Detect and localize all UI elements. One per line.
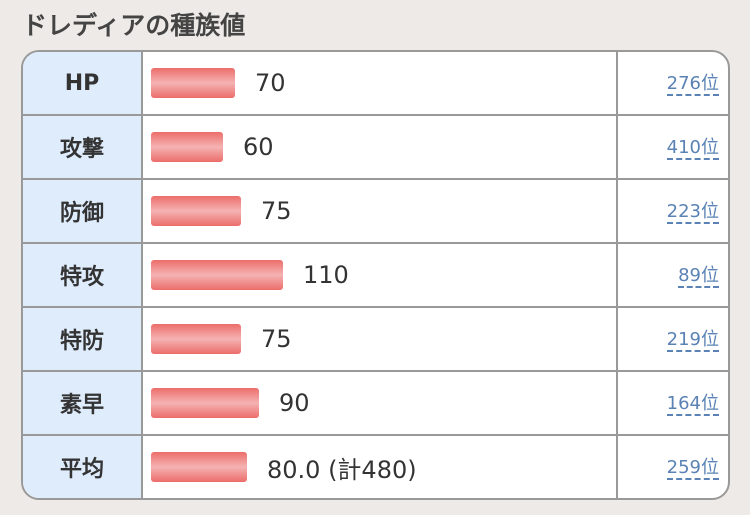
rank-link[interactable]: 164位 [666, 392, 719, 416]
stat-label: 防御 [23, 180, 143, 244]
stat-label: 攻撃 [23, 116, 143, 180]
stat-bar [151, 452, 247, 482]
rank-link[interactable]: 259位 [666, 456, 719, 480]
stat-label: 特攻 [23, 244, 143, 308]
stat-value: 75 [261, 197, 292, 225]
stat-value: 80.0 (計480) [267, 455, 417, 484]
stat-value-cell: 75 [143, 180, 618, 244]
rank-cell: 410位 [618, 116, 728, 180]
stat-value-cell: 60 [143, 116, 618, 180]
stat-value-cell: 80.0 (計480) [143, 436, 618, 498]
rank-link[interactable]: 219位 [666, 328, 719, 352]
rank-link[interactable]: 410位 [666, 136, 719, 160]
stat-bar [151, 260, 283, 290]
stat-row: 平均 80.0 (計480) 259位 [23, 436, 728, 498]
rank-link[interactable]: 89位 [678, 264, 719, 288]
stat-value-cell: 70 [143, 52, 618, 116]
base-stats-table: HP 70 276位 攻撃 60 410位 防御 75 223位 特攻 110 89位… [21, 50, 730, 500]
stat-value: 60 [243, 133, 274, 161]
page-title: ドレディアの種族値 [22, 11, 246, 40]
stat-row: 特防 75 219位 [23, 308, 728, 372]
stat-bar [151, 132, 223, 162]
stat-row: 特攻 110 89位 [23, 244, 728, 308]
stat-label: HP [23, 52, 143, 116]
stat-value-cell: 90 [143, 372, 618, 436]
stat-bar [151, 324, 241, 354]
stat-label: 素早 [23, 372, 143, 436]
stat-bar [151, 388, 259, 418]
stat-label: 特防 [23, 308, 143, 372]
stat-value: 90 [279, 389, 310, 417]
stat-row: HP 70 276位 [23, 52, 728, 116]
rank-cell: 223位 [618, 180, 728, 244]
stat-value: 110 [303, 261, 349, 289]
rank-link[interactable]: 223位 [666, 200, 719, 224]
rank-cell: 164位 [618, 372, 728, 436]
stat-value: 75 [261, 325, 292, 353]
stat-row: 防御 75 223位 [23, 180, 728, 244]
stat-label: 平均 [23, 436, 143, 498]
rank-cell: 276位 [618, 52, 728, 116]
rank-cell: 259位 [618, 436, 728, 498]
stat-row: 攻撃 60 410位 [23, 116, 728, 180]
rank-cell: 89位 [618, 244, 728, 308]
rank-cell: 219位 [618, 308, 728, 372]
stat-value-cell: 75 [143, 308, 618, 372]
stat-value-cell: 110 [143, 244, 618, 308]
rank-link[interactable]: 276位 [666, 72, 719, 96]
stat-bar [151, 196, 241, 226]
stat-bar [151, 68, 235, 98]
stat-value: 70 [255, 69, 286, 97]
stat-row: 素早 90 164位 [23, 372, 728, 436]
